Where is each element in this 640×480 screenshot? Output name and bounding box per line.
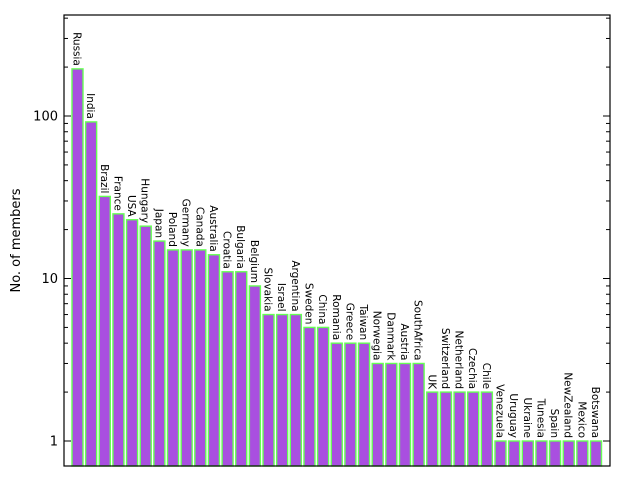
category-label-mexico: Mexico	[575, 401, 587, 438]
bar-croatia	[221, 271, 234, 467]
category-label-japan: Japan	[152, 208, 164, 238]
category-label-norwegia: Norwegia	[371, 311, 383, 361]
category-label-greece: Greece	[343, 303, 355, 340]
category-label-hungary: Hungary	[139, 178, 151, 223]
bar-uruguay	[507, 440, 521, 467]
category-label-romania: Romania	[330, 294, 342, 340]
category-label-poland: Poland	[166, 212, 178, 247]
bar-ukraine	[521, 440, 534, 467]
bar-austria	[398, 362, 412, 467]
plot-frame	[63, 14, 611, 467]
category-label-tunesia: Tunesia	[534, 398, 546, 438]
category-label-uruguay: Uruguay	[507, 393, 519, 438]
bar-hungary	[139, 225, 152, 467]
category-label-brazil: Brazil	[98, 164, 110, 193]
bar-germany	[180, 249, 193, 467]
bar-botswana	[589, 440, 603, 467]
category-label-canada: Canada	[193, 207, 205, 247]
bar-spain	[548, 440, 562, 467]
category-label-croatia: Croatia	[221, 231, 233, 269]
category-label-botswana: Botswana	[589, 387, 601, 438]
bar-brazil	[98, 195, 111, 467]
category-label-sweden: Sweden	[302, 283, 314, 325]
bar-china	[316, 326, 330, 467]
bar-newzealand	[562, 440, 575, 467]
category-label-newzealand: NewZealand	[562, 372, 574, 438]
bar-tunesia	[535, 440, 548, 467]
bar-danmark	[385, 362, 398, 467]
category-label-southafrica: SouthAfrica	[412, 300, 424, 360]
y-tick-label: 100	[33, 110, 58, 125]
category-label-spain: Spain	[548, 409, 560, 438]
bar-australia	[207, 254, 221, 467]
category-label-china: China	[316, 294, 328, 324]
bar-france	[112, 213, 125, 467]
category-label-taiwan: Taiwan	[357, 303, 369, 340]
bar-norwegia	[371, 362, 384, 467]
category-label-australia: Australia	[207, 205, 219, 251]
category-label-belgium: Belgium	[248, 240, 260, 283]
bar-romania	[330, 342, 343, 467]
category-label-israel: Israel	[275, 283, 287, 312]
bar-taiwan	[357, 342, 371, 467]
bar-bulgaria	[235, 271, 248, 467]
bar-poland	[166, 249, 180, 467]
category-label-chile: Chile	[480, 363, 492, 389]
y-axis-ticks-group: 1 10 100	[33, 17, 610, 450]
category-label-india: India	[84, 93, 96, 119]
category-label-danmark: Danmark	[384, 312, 396, 361]
bar-israel	[275, 313, 289, 467]
bar-chile	[480, 391, 494, 467]
bar-greece	[344, 342, 357, 467]
category-label-netherland: Netherland	[453, 331, 465, 390]
bar-japan	[153, 240, 166, 467]
category-label-germany: Germany	[180, 199, 192, 247]
bar-uk	[426, 391, 439, 467]
category-label-ukraine: Ukraine	[521, 397, 533, 438]
bar-southafrica	[412, 362, 425, 467]
category-label-uk: UK	[425, 375, 437, 391]
category-label-slovakia: Slovakia	[262, 267, 274, 311]
bar-russia	[71, 68, 84, 467]
bar-mexico	[576, 440, 589, 467]
bars-group	[71, 68, 603, 467]
y-axis-label: No. of members	[9, 188, 24, 292]
bar-czechia	[466, 391, 480, 467]
category-label-bulgaria: Bulgaria	[234, 225, 246, 269]
bar-india	[84, 121, 98, 467]
category-label-austria: Austria	[398, 323, 410, 360]
bar-argentina	[289, 313, 303, 467]
category-label-russia: Russia	[71, 32, 83, 66]
category-label-venezuela: Venezuela	[493, 384, 505, 438]
bar-netherland	[453, 391, 466, 467]
bar-venezuela	[494, 440, 507, 467]
category-label-france: France	[111, 176, 123, 211]
bar-belgium	[248, 285, 262, 467]
bar-canada	[194, 249, 207, 467]
y-tick-label: 1	[50, 435, 58, 450]
bar-sweden	[303, 326, 316, 467]
bar-switzerland	[439, 391, 453, 467]
category-label-usa: USA	[125, 195, 137, 218]
category-label-czechia: Czechia	[466, 348, 478, 389]
category-label-argentina: Argentina	[289, 260, 301, 311]
y-tick-label: 10	[41, 272, 58, 287]
bar-usa	[125, 219, 139, 467]
category-label-switzerland: Switzerland	[439, 328, 451, 389]
bar-slovakia	[262, 313, 275, 467]
